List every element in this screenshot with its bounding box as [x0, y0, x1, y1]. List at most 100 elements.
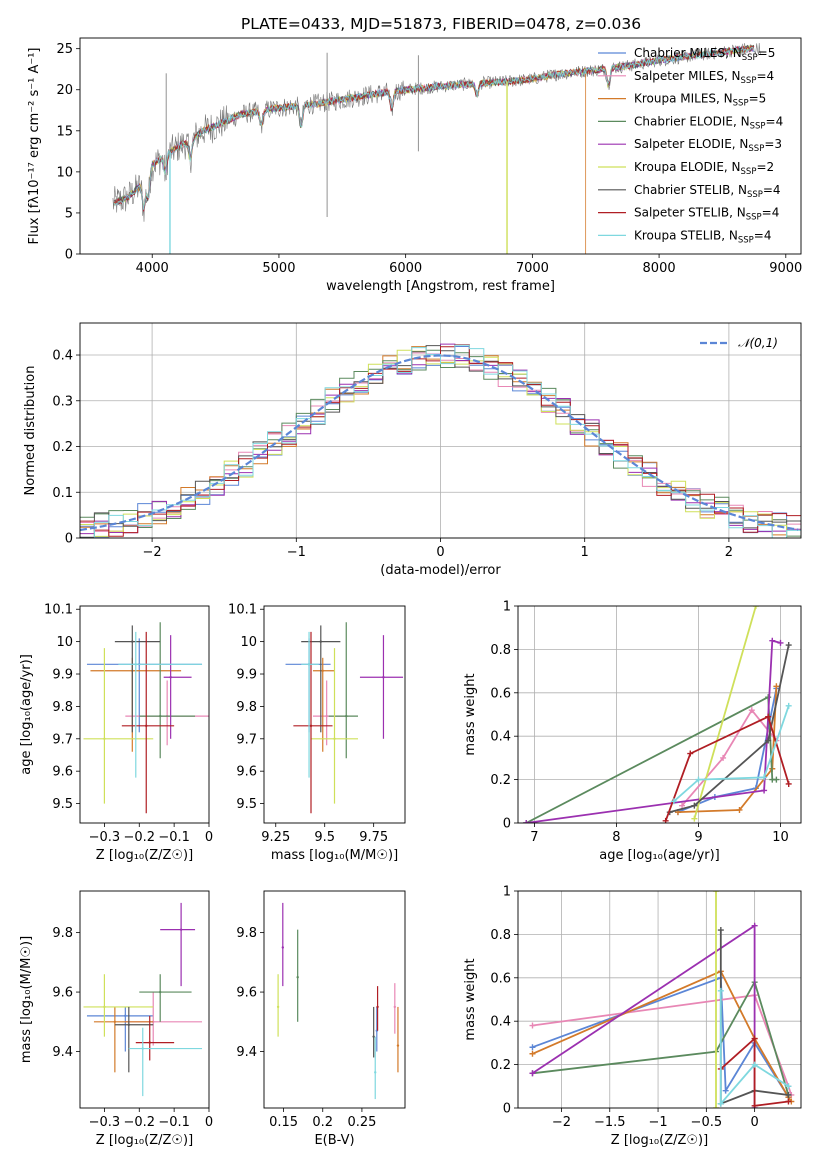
axes-frame [517, 890, 802, 1109]
weight-marker-0 [529, 1044, 536, 1051]
data-point-3 [158, 714, 162, 718]
legend-tail: =4 [754, 228, 772, 242]
y-axis-label: mass weight [463, 958, 478, 1040]
histogram-8 [80, 344, 801, 538]
weight-marker-8 [717, 987, 724, 994]
weight-marker-3 [765, 694, 772, 701]
y-tick-label: 9.8 [236, 700, 257, 715]
legend-subscript: SSP [738, 235, 754, 245]
data-point-5 [103, 737, 106, 740]
data-point-7 [148, 1041, 151, 1044]
normal-reference-curve [80, 354, 799, 532]
y-axis-label: mass weight [463, 673, 478, 755]
legend-text: Kroupa ELODIE, N [634, 160, 741, 174]
y-axis-label: mass [log₁₀(M/M☉)] [19, 936, 34, 1063]
data-point-8 [134, 663, 137, 666]
model-line-8 [113, 45, 755, 210]
chart-spectrum: 4000 5000 6000 7000 8000 9000 0 5 10 15 20 25 wavele… [27, 37, 802, 294]
weight-line-7 [664, 715, 790, 822]
y-tick-label: 9.5 [236, 797, 257, 812]
x-tick-label: 9.25 [261, 830, 290, 845]
y-tick-label: 10.1 [44, 603, 73, 618]
x-tick-label: −0.2 [123, 1115, 155, 1130]
x-axis-label: mass [log₁₀(M/M☉)] [271, 848, 398, 863]
y-tick-label: 9.9 [52, 668, 73, 683]
legend-text: Salpeter MILES, N [634, 69, 741, 83]
weight-marker-1 [748, 707, 755, 714]
legend-text: Chabrier MILES, N [634, 46, 742, 60]
axes-frame [79, 605, 210, 824]
weight-line-3 [532, 979, 790, 1096]
x-tick-label: 2 [725, 545, 733, 560]
weight-marker-6 [765, 737, 772, 744]
legend-text: Salpeter STELIB, N [634, 206, 746, 220]
weight-line-8 [719, 990, 789, 1107]
x-tick-label: −1 [648, 1115, 667, 1130]
y-tick-label: 0 [503, 1102, 511, 1117]
y-tick-label: 9.4 [52, 1045, 73, 1060]
x-tick-label: 5000 [262, 261, 295, 276]
weight-marker-7 [765, 713, 772, 720]
data-point-8 [141, 1047, 144, 1050]
legend-entry-1: Salpeter MILES, NSSP=4 [634, 69, 774, 86]
weight-marker-6 [717, 927, 724, 934]
y-axis-label: Normed distribution [23, 366, 38, 496]
weight-marker-7 [785, 780, 792, 787]
x-tick-label: −0.3 [89, 830, 121, 845]
data-point-4 [169, 676, 172, 679]
legend-tail: =4 [763, 183, 781, 197]
weight-marker-4 [529, 1070, 536, 1077]
weight-marker-2 [736, 806, 743, 813]
legend-text: Chabrier STELIB, N [634, 183, 747, 197]
legend-subscript: SSP [750, 121, 766, 131]
weight-marker-4 [751, 922, 758, 929]
weight-marker-3 [773, 776, 780, 783]
data-point-3 [296, 976, 299, 979]
y-tick-label: 9.5 [52, 797, 73, 812]
data-point-2 [396, 1044, 400, 1047]
x-tick-label: −2 [552, 1115, 571, 1130]
x-tick-label: 7000 [516, 261, 549, 276]
y-tick-label: 0 [65, 248, 73, 263]
legend-entry-3: Chabrier ELODIE, NSSP=4 [634, 114, 783, 131]
x-tick-label: 7 [530, 830, 538, 845]
y-tick-label: 10 [56, 165, 73, 180]
figure-title: PLATE=0433, MJD=51873, FIBERID=0478, z=0… [241, 15, 641, 33]
data-point-1 [393, 1005, 397, 1009]
x-tick-label: −2 [143, 545, 162, 560]
legend-tail: =2 [756, 160, 774, 174]
plot-area [80, 343, 801, 538]
x-tick-label: 0.25 [347, 1115, 376, 1130]
data-point-3 [345, 714, 348, 718]
weight-marker-4 [769, 637, 776, 644]
x-tick-label: 0.2 [312, 1115, 333, 1130]
plot-area [285, 622, 404, 814]
weight-line-7 [720, 1036, 789, 1107]
chart-mass-vs-EBV: 0.15 0.2 0.25 9.4 9.6 9.8 E(B-V) [236, 890, 406, 1148]
y-tick-label: 0.1 [52, 486, 73, 501]
weight-marker-4 [523, 820, 530, 823]
legend-entry-7: Salpeter STELIB, NSSP=4 [634, 206, 779, 223]
legend-text: Kroupa STELIB, N [634, 228, 738, 242]
y-tick-label: 0.2 [52, 440, 73, 455]
chart-age-vs-Z: −0.3 −0.2 −0.1 0 9.5 9.6 9.7 9.8 9.9 10 10.1 Z [log… [19, 603, 213, 863]
data-point-7 [145, 724, 148, 728]
weight-marker-0 [722, 1087, 729, 1094]
x-tick-label: 9.5 [314, 830, 335, 845]
legend-subscript: SSP [747, 190, 763, 200]
data-point-5 [276, 1005, 280, 1009]
x-tick-label: 0 [750, 1115, 758, 1130]
y-tick-label: 0.2 [490, 773, 511, 788]
x-tick-label: 9.75 [359, 830, 388, 845]
weight-marker-1 [720, 754, 727, 761]
legend-tail: =5 [749, 92, 767, 106]
x-axis-label: (data-model)/error [380, 563, 501, 578]
weight-marker-5 [713, 1105, 720, 1108]
chart-weight-vs-age: 7 8 9 10 0 0.2 0.4 0.6 0.8 1 age [log₁₀(age/yr)] ma… [463, 600, 802, 863]
axes-frame [79, 890, 210, 1109]
legend-tail: =4 [762, 206, 780, 220]
data-point-2 [321, 669, 324, 672]
x-tick-label: 9 [694, 830, 702, 845]
y-tick-label: 0.6 [490, 686, 511, 701]
axes-frame [263, 890, 406, 1109]
